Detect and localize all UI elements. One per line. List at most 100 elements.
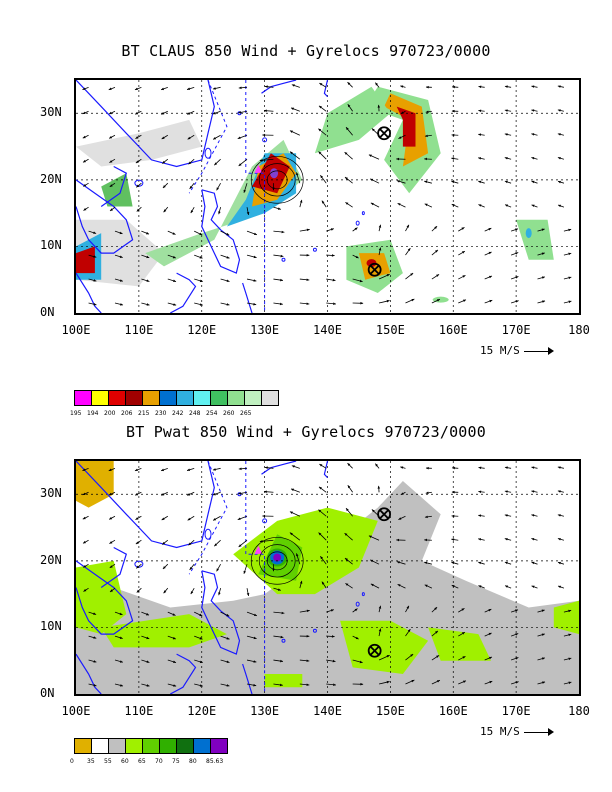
colorbar-tick-label: 0	[70, 758, 74, 765]
longitude-label: 130E	[250, 323, 280, 337]
wind-vector	[212, 134, 221, 140]
panel1-title: BT CLAUS 850 Wind + Gyrelocs 970723/0000	[121, 42, 491, 60]
wind-vector	[458, 680, 467, 685]
colorbar-swatch	[176, 738, 194, 754]
wind-vector	[319, 463, 327, 469]
wind-vector	[187, 110, 195, 115]
colorbar-tick-label: 242	[172, 410, 184, 417]
wind-vector	[452, 85, 459, 89]
wind-vector	[557, 537, 565, 541]
wind-vector	[163, 206, 169, 213]
colorbar-swatch	[74, 390, 92, 406]
wind-vector	[557, 156, 565, 160]
wind-vector	[451, 514, 459, 518]
wind-vector	[220, 230, 230, 236]
wind-vector	[563, 609, 572, 613]
wind-vector	[167, 254, 176, 259]
wind-vector	[290, 107, 300, 112]
wind-vector	[299, 302, 310, 306]
coastline	[76, 461, 215, 549]
wind-vector	[451, 203, 459, 208]
colorbar-swatch	[159, 738, 177, 754]
reference-vector-label-2: 15 M/S	[480, 725, 520, 738]
wind-vector	[318, 128, 327, 136]
wind-vector	[220, 302, 230, 306]
wind-vector	[397, 202, 406, 208]
latitude-label: 20N	[40, 552, 62, 567]
wind-vector	[134, 110, 142, 115]
colorbar-swatch	[210, 738, 228, 754]
island-outline	[312, 628, 317, 633]
vortex-contour	[266, 170, 288, 190]
wind-vector	[88, 278, 97, 282]
colorbar-swatch	[210, 390, 228, 406]
longitude-label: 150E	[375, 323, 405, 337]
pwat-core	[273, 553, 282, 562]
pwat-field	[340, 620, 429, 674]
wind-vector	[431, 249, 439, 256]
wind-vector	[114, 302, 124, 306]
wind-vector	[484, 656, 493, 661]
wind-vector	[451, 561, 459, 565]
wind-vector	[238, 467, 248, 471]
cloud-field	[101, 173, 133, 207]
island-outline	[262, 137, 268, 143]
wind-vector	[458, 227, 465, 232]
reference-vector-label: 15 M/S	[480, 344, 520, 357]
latitude-label: 30N	[40, 105, 62, 120]
wind-vector	[238, 158, 248, 167]
wind-vector	[484, 275, 493, 280]
wind-vector	[289, 532, 301, 541]
colorbar-swatch	[125, 390, 143, 406]
wind-vector	[167, 611, 176, 616]
wind-vector	[344, 557, 353, 565]
colorbar-tick-label: 60	[121, 758, 129, 765]
wind-vector	[273, 611, 285, 615]
pwat-field	[428, 627, 491, 661]
wind-vector	[424, 584, 433, 589]
wind-vector	[451, 133, 459, 137]
latitude-label: 10N	[40, 619, 62, 634]
wind-vector	[504, 466, 512, 470]
wind-vector	[563, 276, 572, 280]
wind-vector	[246, 659, 257, 663]
vortex-contour	[250, 156, 304, 204]
wind-vector	[161, 134, 169, 140]
wind-vector	[188, 539, 195, 546]
wind-vector	[504, 585, 512, 589]
wind-vector	[458, 250, 466, 256]
wind-vector	[83, 206, 89, 211]
wind-vector	[478, 514, 485, 517]
colorbar-tick-label: 194	[87, 410, 99, 417]
wind-vector	[396, 180, 406, 184]
wind-vector	[510, 657, 519, 661]
wind-vector	[246, 207, 250, 216]
wind-vector	[220, 635, 230, 640]
wind-vector	[299, 609, 310, 613]
colorbar-swatch	[125, 738, 143, 754]
wind-vector	[108, 491, 116, 496]
cloud-field	[76, 119, 202, 167]
wind-vector	[88, 254, 97, 258]
island-outline	[312, 247, 317, 252]
wind-vector	[531, 85, 538, 88]
cloud-field	[396, 106, 416, 147]
wind-vector	[108, 110, 116, 115]
longitude-label: 120E	[187, 704, 217, 718]
latitude-label: 30N	[40, 486, 62, 501]
wind-vector	[368, 535, 380, 541]
wind-vector	[352, 635, 359, 640]
wind-vector	[141, 254, 150, 259]
pwat-field	[76, 461, 114, 508]
wind-vector	[504, 133, 512, 136]
longitude-label: 110E	[124, 704, 154, 718]
wind-vector	[289, 511, 301, 517]
wind-vector	[352, 254, 359, 259]
wind-vector	[264, 466, 274, 470]
wind-vector	[510, 252, 519, 256]
wind-vector	[320, 175, 327, 184]
longitude-label: 140E	[313, 323, 342, 337]
colorbar-tick-label: 260	[223, 410, 235, 417]
wind-vector	[194, 230, 203, 236]
wind-vector	[396, 561, 406, 565]
